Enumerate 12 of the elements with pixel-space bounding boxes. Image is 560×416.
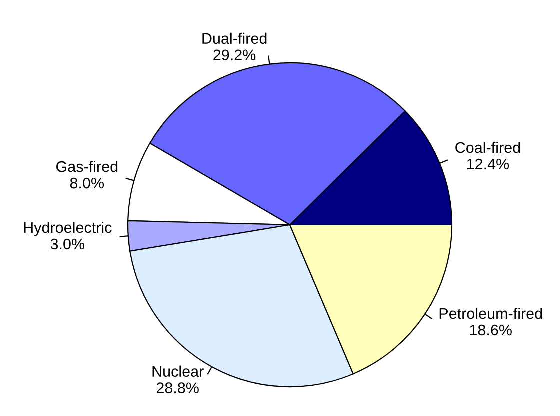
data-label: 3.0% xyxy=(50,238,85,250)
slice-label: Nuclear xyxy=(152,366,204,378)
data-label: 12.4% xyxy=(467,158,510,170)
slice-label: Gas-fired xyxy=(56,161,118,172)
data-label: 29.2% xyxy=(214,50,256,61)
data-label: 8.0% xyxy=(70,178,104,189)
slice-label: Hydroelectric xyxy=(24,222,112,236)
slice-label: Coal-fired xyxy=(456,142,520,154)
slice-label: Petroleum-fired xyxy=(440,308,542,320)
data-label: 28.8% xyxy=(156,382,199,394)
data-label: 18.6% xyxy=(470,324,512,336)
slice-label: Dual-fired xyxy=(202,32,267,44)
